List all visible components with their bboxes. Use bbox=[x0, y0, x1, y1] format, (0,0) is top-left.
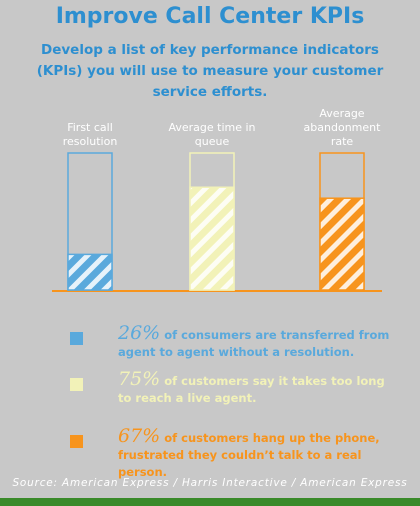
value-label: 26% bbox=[118, 322, 161, 344]
bar bbox=[189, 186, 235, 291]
category-text: Average abandonment rate bbox=[303, 107, 381, 148]
category-label: Average abandonment rate bbox=[292, 105, 392, 149]
chart-title: Improve Call Center KPIs bbox=[55, 4, 365, 29]
statement: 75% of customers say it takes too long t… bbox=[118, 368, 398, 407]
statement-text: of consumers are transferred from agent … bbox=[118, 328, 390, 359]
category-text: Average time in queue bbox=[168, 121, 256, 148]
source: Source: American Express / Harris Intera… bbox=[12, 477, 408, 489]
category-label: Average time in queue bbox=[162, 105, 262, 149]
bar bbox=[319, 197, 365, 291]
footer-bar bbox=[0, 498, 420, 506]
bar bbox=[67, 253, 113, 291]
legend-swatch bbox=[70, 378, 83, 391]
legend-swatch bbox=[70, 332, 83, 345]
category-text: First call resolution bbox=[62, 121, 118, 148]
chart-subtitle: Develop a list of key performance indica… bbox=[36, 42, 384, 100]
value-label: 75% bbox=[118, 368, 161, 390]
category-label: First call resolution bbox=[40, 105, 140, 149]
statement-text: of customers hang up the phone, frustrat… bbox=[118, 431, 380, 479]
legend-swatch bbox=[70, 435, 83, 448]
value-label: 67% bbox=[118, 425, 161, 447]
statement-text: of customers say it takes too long to re… bbox=[118, 374, 385, 405]
statement: 67% of customers hang up the phone, frus… bbox=[118, 425, 398, 481]
statement: 26% of consumers are transferred from ag… bbox=[118, 322, 398, 361]
